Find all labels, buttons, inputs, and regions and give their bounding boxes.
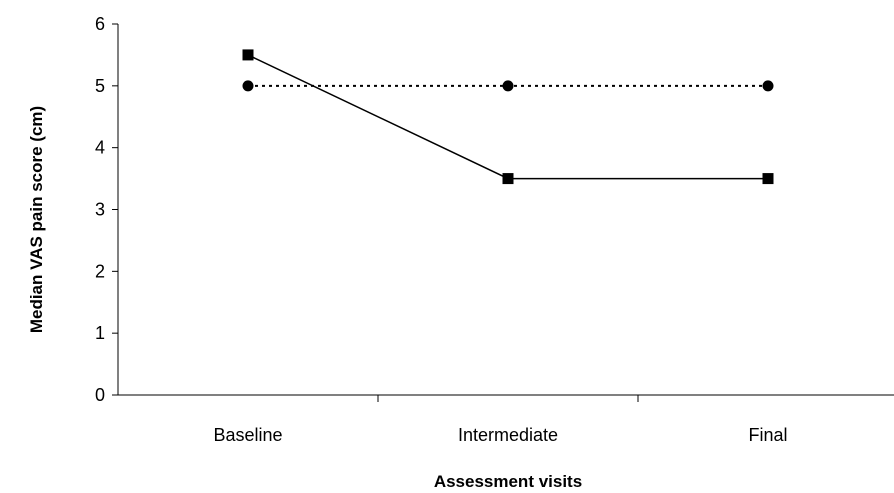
series-2-point-3 [762,80,774,92]
series-group [242,49,774,185]
x-tick-label: Baseline [213,425,282,445]
y-axis-title: Median VAS pain score (cm) [27,106,46,333]
y-tick-label: 5 [95,76,105,96]
series-2-point-1 [242,80,254,92]
y-axis-ticks: 0 1 2 3 4 5 6 [95,14,118,405]
y-tick-label: 6 [95,14,105,34]
series-line-1 [247,54,768,180]
x-tick-label: Intermediate [458,425,558,445]
series-2-point-2 [502,80,514,92]
y-tick-label: 3 [95,200,105,220]
series-1-point-2 [502,173,514,185]
y-tick-label: 1 [95,323,105,343]
x-axis-ticks: Baseline Intermediate Final [213,395,788,445]
x-axis-title: Assessment visits [434,472,582,491]
y-tick-label: 4 [95,138,105,158]
series-1-point-1 [242,49,254,61]
y-tick-label: 2 [95,261,105,281]
x-tick-label: Final [748,425,787,445]
y-tick-label: 0 [95,385,105,405]
series-1-point-3 [762,173,774,185]
